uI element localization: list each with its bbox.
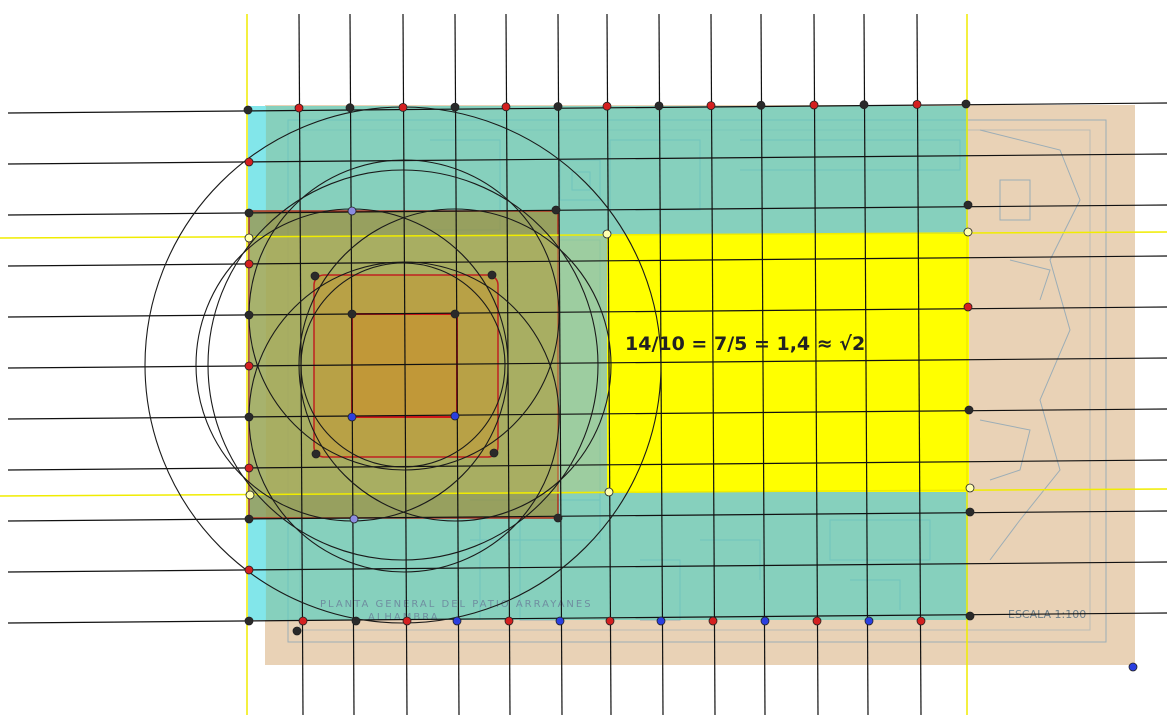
grid-point-49 [551, 205, 561, 215]
grid-point-63 [292, 626, 302, 636]
construction-circle-4 [298, 208, 612, 522]
grid-point-19 [244, 463, 254, 473]
horizontal-line-1 [7, 102, 1167, 114]
grid-points [243, 99, 1138, 672]
horizontal-line-3 [7, 204, 1167, 216]
grid-point-40 [555, 616, 565, 626]
plan-subtitle: ALHAMBRA [368, 612, 440, 623]
grid-point-27 [245, 490, 255, 500]
grid-point-53 [487, 270, 497, 280]
construction-circle-2 [207, 169, 599, 561]
grid-point-50 [602, 229, 612, 239]
grid-point-29 [963, 302, 973, 312]
grid-point-14 [243, 105, 253, 115]
grid-point-48 [347, 206, 357, 216]
vertical-line-6 [557, 13, 563, 715]
grid-point-7 [602, 101, 612, 111]
grid-point-61 [553, 513, 563, 523]
horizontal-line-10 [7, 561, 1167, 573]
grid-point-33 [963, 227, 973, 237]
grid-point-62 [1128, 662, 1138, 672]
grid-point-5 [501, 102, 511, 112]
grid-point-37 [402, 616, 412, 626]
grid-point-39 [504, 616, 514, 626]
grid-point-60 [349, 514, 359, 524]
grid-point-52 [310, 271, 320, 281]
grid-point-31 [965, 507, 975, 517]
grid-point-32 [965, 611, 975, 621]
vertical-line-13 [916, 13, 922, 715]
vertical-line-9 [710, 13, 716, 715]
grid-point-6 [553, 102, 563, 111]
grid-point-26 [244, 233, 254, 243]
grid-point-42 [656, 616, 666, 626]
grid-point-44 [760, 616, 770, 626]
grid-point-41 [605, 616, 615, 626]
grid-point-4 [450, 102, 460, 112]
horizontal-line-4 [7, 255, 1167, 267]
grid-point-43 [708, 616, 718, 626]
vertical-line-7 [606, 13, 612, 715]
ratio-formula: 14/10 = 7/5 = 1,4 ≈ √2 [625, 333, 865, 355]
grid-point-38 [452, 616, 462, 626]
grid-point-2 [345, 103, 355, 113]
grid-point-11 [809, 100, 819, 110]
vertical-line-11 [813, 13, 819, 715]
grid-point-3 [398, 103, 408, 112]
grid-point-59 [489, 448, 499, 458]
grid-point-28 [963, 200, 973, 210]
vertical-line-12 [863, 13, 869, 715]
horizontal-line-6 [7, 357, 1167, 369]
grid-point-34 [965, 483, 975, 493]
grid-point-24 [244, 514, 254, 524]
grid-point-15 [961, 99, 971, 109]
horizontal-grid-lines [7, 102, 1167, 624]
grid-point-12 [859, 100, 869, 110]
grid-point-55 [450, 309, 460, 319]
grid-point-22 [244, 310, 254, 320]
yellow-rect [607, 234, 969, 492]
grid-point-35 [298, 616, 308, 626]
horizontal-line-8 [7, 459, 1167, 471]
grid-point-57 [450, 411, 460, 421]
grid-point-54 [347, 309, 357, 319]
grid-point-56 [347, 412, 357, 422]
grid-point-16 [244, 157, 254, 167]
grid-point-51 [604, 487, 614, 497]
grid-point-21 [244, 208, 254, 218]
grid-point-1 [294, 103, 304, 113]
horizontal-line-7 [7, 408, 1167, 420]
horizontal-line-2 [7, 153, 1167, 165]
grid-point-36 [351, 616, 361, 626]
plan-title: PLANTA GENERAL DEL PATIO ARRAYANES [320, 599, 593, 610]
grid-point-20 [244, 565, 254, 575]
grid-point-45 [812, 616, 822, 626]
grid-point-46 [864, 616, 874, 626]
grid-point-47 [916, 616, 926, 626]
grid-point-17 [244, 259, 254, 269]
vertical-line-10 [760, 13, 766, 715]
grid-point-9 [706, 101, 716, 110]
grid-point-8 [654, 101, 664, 111]
grid-point-30 [964, 405, 974, 415]
grid-point-58 [311, 449, 321, 459]
grid-point-25 [244, 616, 254, 626]
construction-circle-7 [300, 262, 506, 468]
grid-point-10 [756, 100, 766, 110]
grid-point-23 [244, 412, 254, 422]
grid-point-13 [912, 100, 922, 109]
horizontal-line-5 [7, 306, 1167, 318]
grid-point-18 [244, 361, 254, 371]
